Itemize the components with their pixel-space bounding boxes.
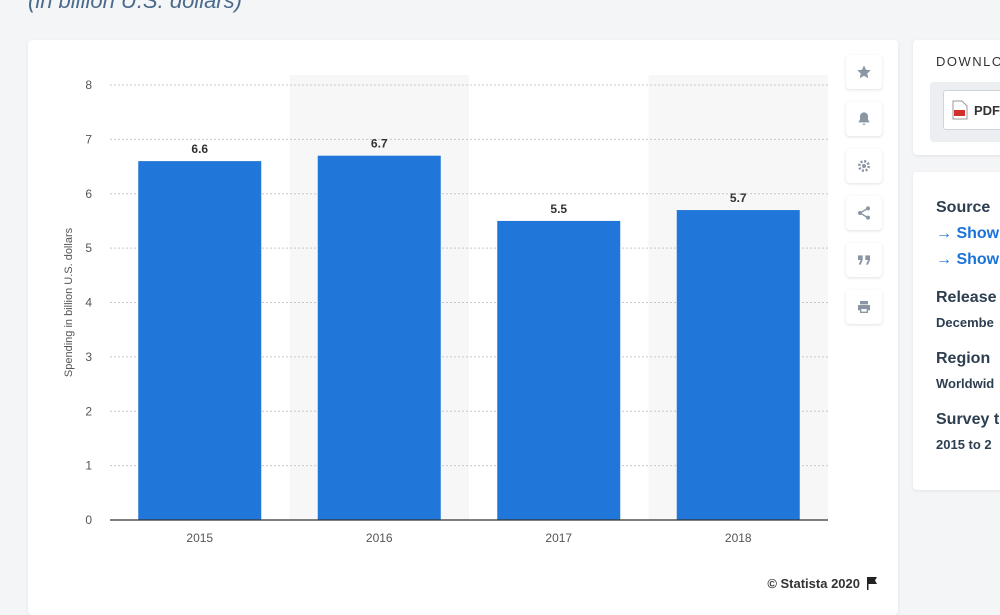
y-tick-label: 4 [85,296,92,310]
data-label: 6.6 [191,142,208,156]
region-label: Region [936,350,991,367]
print-icon [858,301,870,313]
bar-2016 [317,155,441,520]
pdf-download-button[interactable]: PDF [943,90,1000,130]
bar-chart: 0 1 2 3 4 5 6 7 8 6.6 2015 6.7 2016 5.5 2017 5.7 2018 Spe… [63,75,828,545]
y-tick-label: 6 [85,187,92,201]
bell-icon [858,112,870,125]
info-panel: Source → Show → Show Release Decembe Reg… [913,172,1000,490]
cite-button[interactable] [846,243,882,277]
y-tick-label: 2 [85,404,92,418]
print-button[interactable] [846,290,882,324]
y-tick-label: 7 [85,132,92,146]
x-tick-label: 2017 [545,531,572,545]
pdf-file-icon [952,100,968,120]
pdf-download-area: PDF [930,82,1000,142]
copyright-text: © Statista 2020 [767,576,860,591]
gear-icon [858,160,870,172]
y-tick-label: 8 [85,78,92,92]
source-label: Source [936,199,991,216]
download-title: DOWNLO [936,54,1000,69]
x-tick-label: 2016 [366,531,393,545]
release-value: Decembe [936,315,994,330]
pdf-label: PDF [974,102,1000,118]
bar-2017 [497,220,621,520]
quote-icon [858,255,870,265]
bar-2018 [676,210,800,520]
bar-2015 [138,161,262,520]
data-label: 6.7 [371,137,388,151]
y-axis-label: Spending in billion U.S. dollars [63,227,75,377]
data-label: 5.5 [550,202,567,216]
star-icon [857,65,871,79]
data-label: 5.7 [730,191,747,205]
release-label: Release [936,289,997,306]
chart-subtitle: (in billion U.S. dollars) [28,0,242,13]
chart-card: 0 1 2 3 4 5 6 7 8 6.6 2015 6.7 2016 5.5 2017 5.7 2018 Spe… [28,40,898,615]
y-tick-label: 5 [85,241,92,255]
x-tick-label: 2015 [186,531,213,545]
share-button[interactable] [846,196,882,230]
settings-button[interactable] [846,149,882,183]
y-tick-label: 0 [85,513,92,527]
show-source-link[interactable]: → Show [936,225,1000,242]
y-tick-label: 1 [85,459,92,473]
favorite-button[interactable] [846,55,882,89]
survey-label: Survey t [936,411,1000,428]
flag-icon [867,577,877,590]
download-panel: DOWNLO PDF [913,40,1000,155]
share-icon [858,206,870,220]
region-value: Worldwid [936,376,995,391]
x-tick-label: 2018 [725,531,752,545]
y-tick-label: 3 [85,350,92,364]
copyright[interactable]: © Statista 2020 [767,576,878,591]
show-publisher-link[interactable]: → Show [936,251,1000,268]
survey-value: 2015 to 2 [936,437,992,452]
notification-button[interactable] [846,102,882,136]
